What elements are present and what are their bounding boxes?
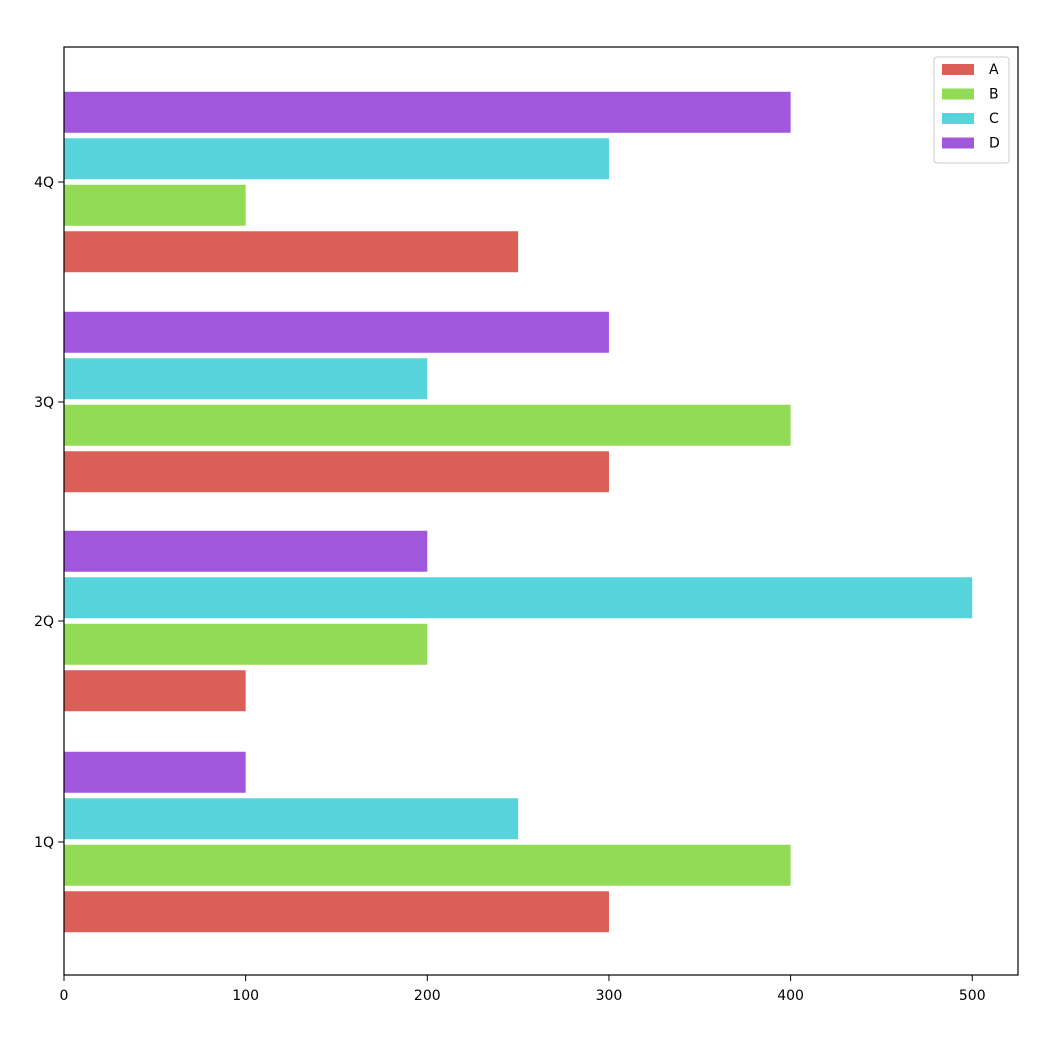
legend-swatch-d [942,137,974,149]
bar-b-4q [64,184,246,226]
x-axis: 0 100 200 300 400 500 [60,975,986,1004]
bar-a-1q [64,891,609,933]
x-tick-label: 300 [596,988,623,1004]
bar-d-1q [64,751,246,793]
bar-c-4q [64,138,609,180]
y-tick-label: 3Q [34,395,54,411]
bar-a-4q [64,231,519,273]
legend-box [933,56,1010,164]
bar-c-2q [64,577,973,619]
x-tick-label: 100 [232,988,259,1004]
legend-swatch-b [942,88,974,100]
plot-frame [63,46,1019,976]
x-tick-label: 0 [60,988,69,1004]
bar-b-3q [64,404,791,446]
bar-c-3q [64,358,428,400]
y-tick-label: 1Q [34,835,54,851]
bar-d-4q [64,91,791,133]
bar-a-3q [64,451,609,493]
bar-b-2q [64,623,428,665]
bar-d-2q [64,530,428,572]
bar-b-1q [64,844,791,886]
legend-label-d: D [989,136,1000,152]
legend-swatch-c [942,113,974,124]
y-tick-label: 2Q [34,614,54,630]
y-tick-label: 4Q [34,175,54,191]
legend-label-b: B [989,87,999,103]
x-tick-label: 500 [959,988,986,1004]
bar-a-2q [64,670,246,712]
y-axis: 1Q 2Q 3Q 4Q [34,175,64,851]
legend-label-a: A [989,62,999,78]
bar-c-1q [64,798,519,840]
x-tick-label: 400 [777,988,804,1004]
x-tick-label: 200 [414,988,441,1004]
bars-layer [64,91,973,933]
legend-swatch-a [942,64,974,75]
bar-d-3q [64,311,609,353]
legend-label-c: C [989,111,999,127]
